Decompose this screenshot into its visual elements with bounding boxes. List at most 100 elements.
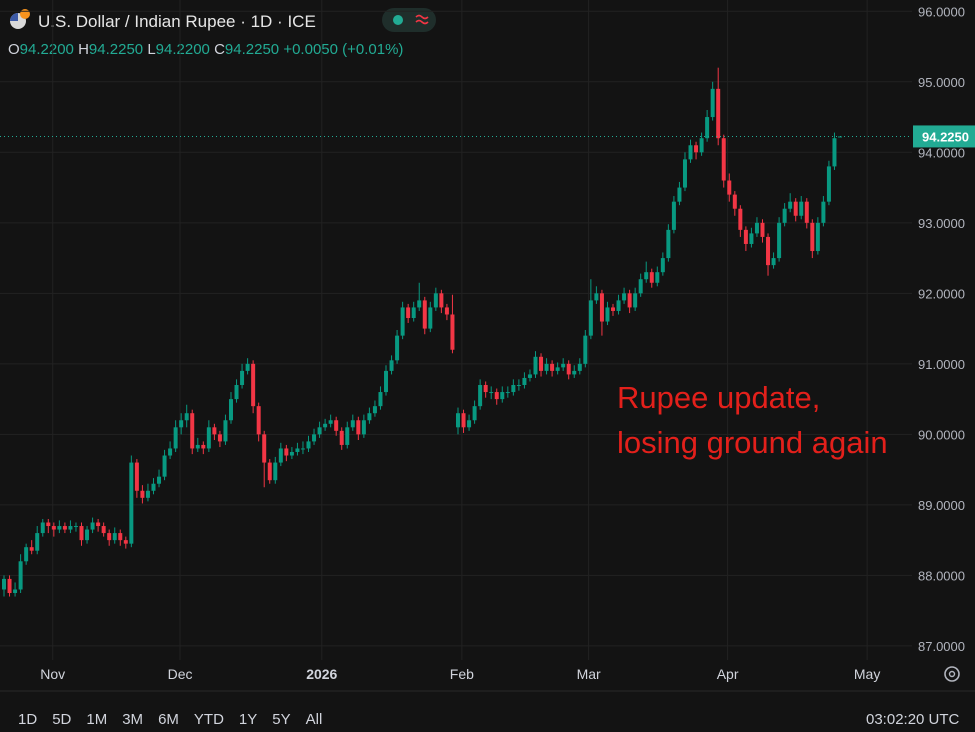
- candle-body: [90, 522, 95, 530]
- candle-body: [760, 222, 765, 237]
- candle-body: [13, 589, 18, 594]
- candle-body: [173, 427, 178, 449]
- range-button[interactable]: 1D: [18, 711, 37, 728]
- candle-body: [85, 529, 90, 541]
- candle-body: [494, 392, 499, 400]
- x-tick-label: 2026: [306, 666, 337, 682]
- candle-body: [228, 399, 233, 421]
- range-button[interactable]: YTD: [194, 711, 224, 728]
- candle-body: [677, 187, 682, 202]
- candle-body: [666, 229, 671, 259]
- last-price-box: [913, 125, 975, 148]
- label: L: [147, 41, 155, 58]
- candle-body: [51, 526, 56, 530]
- candles: [2, 67, 842, 597]
- candle-body: [284, 448, 289, 456]
- range-button[interactable]: 1Y: [239, 711, 257, 728]
- candle-body: [107, 533, 112, 541]
- range-button[interactable]: 5Y: [272, 711, 290, 728]
- candle-body: [682, 159, 687, 188]
- candle-body: [7, 578, 12, 594]
- x-tick-label: Apr: [717, 666, 739, 682]
- candle-body: [245, 363, 250, 371]
- candle-body: [705, 117, 710, 139]
- value: 94.2200: [20, 41, 74, 58]
- candle-body: [57, 526, 62, 530]
- candle-body: [162, 455, 167, 477]
- candle-body: [727, 180, 732, 195]
- change: +0.0050 (+0.01%): [283, 41, 403, 58]
- candle-body: [810, 222, 815, 252]
- candle-body: [289, 451, 294, 456]
- candle-body: [223, 420, 228, 442]
- candle-body: [716, 88, 721, 139]
- candle-body: [339, 430, 344, 445]
- y-tick-label: 91.0000: [918, 357, 965, 372]
- ohlc-legend: O94.2200 H94.2250 L94.2200 C94.2250 +0.0…: [8, 41, 403, 58]
- y-tick-label: 90.0000: [918, 427, 965, 442]
- candle-body: [738, 208, 743, 230]
- candle-body: [599, 293, 604, 322]
- range-button[interactable]: 6M: [158, 711, 179, 728]
- candle-body: [267, 462, 272, 481]
- y-tick-label: 96.0000: [918, 4, 965, 19]
- grid: [0, 0, 912, 660]
- candle-body: [583, 335, 588, 364]
- candle-body: [483, 385, 488, 393]
- candle-body: [378, 392, 383, 407]
- candle-body: [300, 448, 305, 450]
- range-button[interactable]: All: [306, 711, 323, 728]
- range-button[interactable]: 3M: [122, 711, 143, 728]
- y-tick-label: 89.0000: [918, 498, 965, 513]
- y-tick-label: 93.0000: [918, 216, 965, 231]
- candle-body: [616, 300, 621, 311]
- value: 94.2250: [225, 41, 279, 58]
- candle-body: [46, 522, 51, 527]
- status-pill[interactable]: [382, 8, 436, 32]
- candle-body: [123, 540, 128, 544]
- candle-body: [644, 272, 649, 280]
- candle-body: [278, 448, 283, 463]
- candle-body: [505, 392, 510, 394]
- candle-body: [367, 413, 372, 421]
- candle-body: [395, 335, 400, 361]
- candle-body: [400, 307, 405, 336]
- candle-body: [555, 367, 560, 371]
- candle-body: [345, 427, 350, 445]
- settings-icon[interactable]: [944, 666, 960, 682]
- candle-body: [35, 533, 40, 551]
- candle-body: [96, 522, 101, 527]
- candle-body: [217, 434, 222, 442]
- candle-body: [655, 272, 660, 283]
- candle-body: [671, 201, 676, 230]
- annotation: Rupee update,: [617, 380, 820, 415]
- candle-body: [461, 413, 466, 428]
- candle-body: [527, 374, 532, 378]
- candle-body: [273, 462, 278, 481]
- candle-body: [539, 356, 544, 371]
- candle-body: [251, 363, 256, 407]
- value: 94.2250: [89, 41, 143, 58]
- candle-body: [815, 222, 820, 252]
- candle-body: [361, 420, 366, 435]
- candle-body: [145, 490, 150, 498]
- range-button[interactable]: 5D: [52, 711, 71, 728]
- y-tick-label: 88.0000: [918, 568, 965, 583]
- range-button[interactable]: 1M: [86, 711, 107, 728]
- candle-body: [633, 293, 638, 308]
- candle-body: [317, 427, 322, 435]
- candle-body: [350, 420, 355, 428]
- candle-body: [328, 420, 333, 424]
- candle-body: [721, 138, 726, 181]
- candle-body: [638, 279, 643, 294]
- candle-body: [323, 423, 328, 428]
- x-tick-label: May: [854, 666, 880, 682]
- candle-body: [79, 526, 84, 541]
- candle-body: [710, 88, 715, 118]
- candle-body: [649, 272, 654, 283]
- label: O: [8, 41, 20, 58]
- candle-body: [793, 201, 798, 216]
- candle-body: [73, 526, 78, 528]
- candle-body: [184, 413, 189, 421]
